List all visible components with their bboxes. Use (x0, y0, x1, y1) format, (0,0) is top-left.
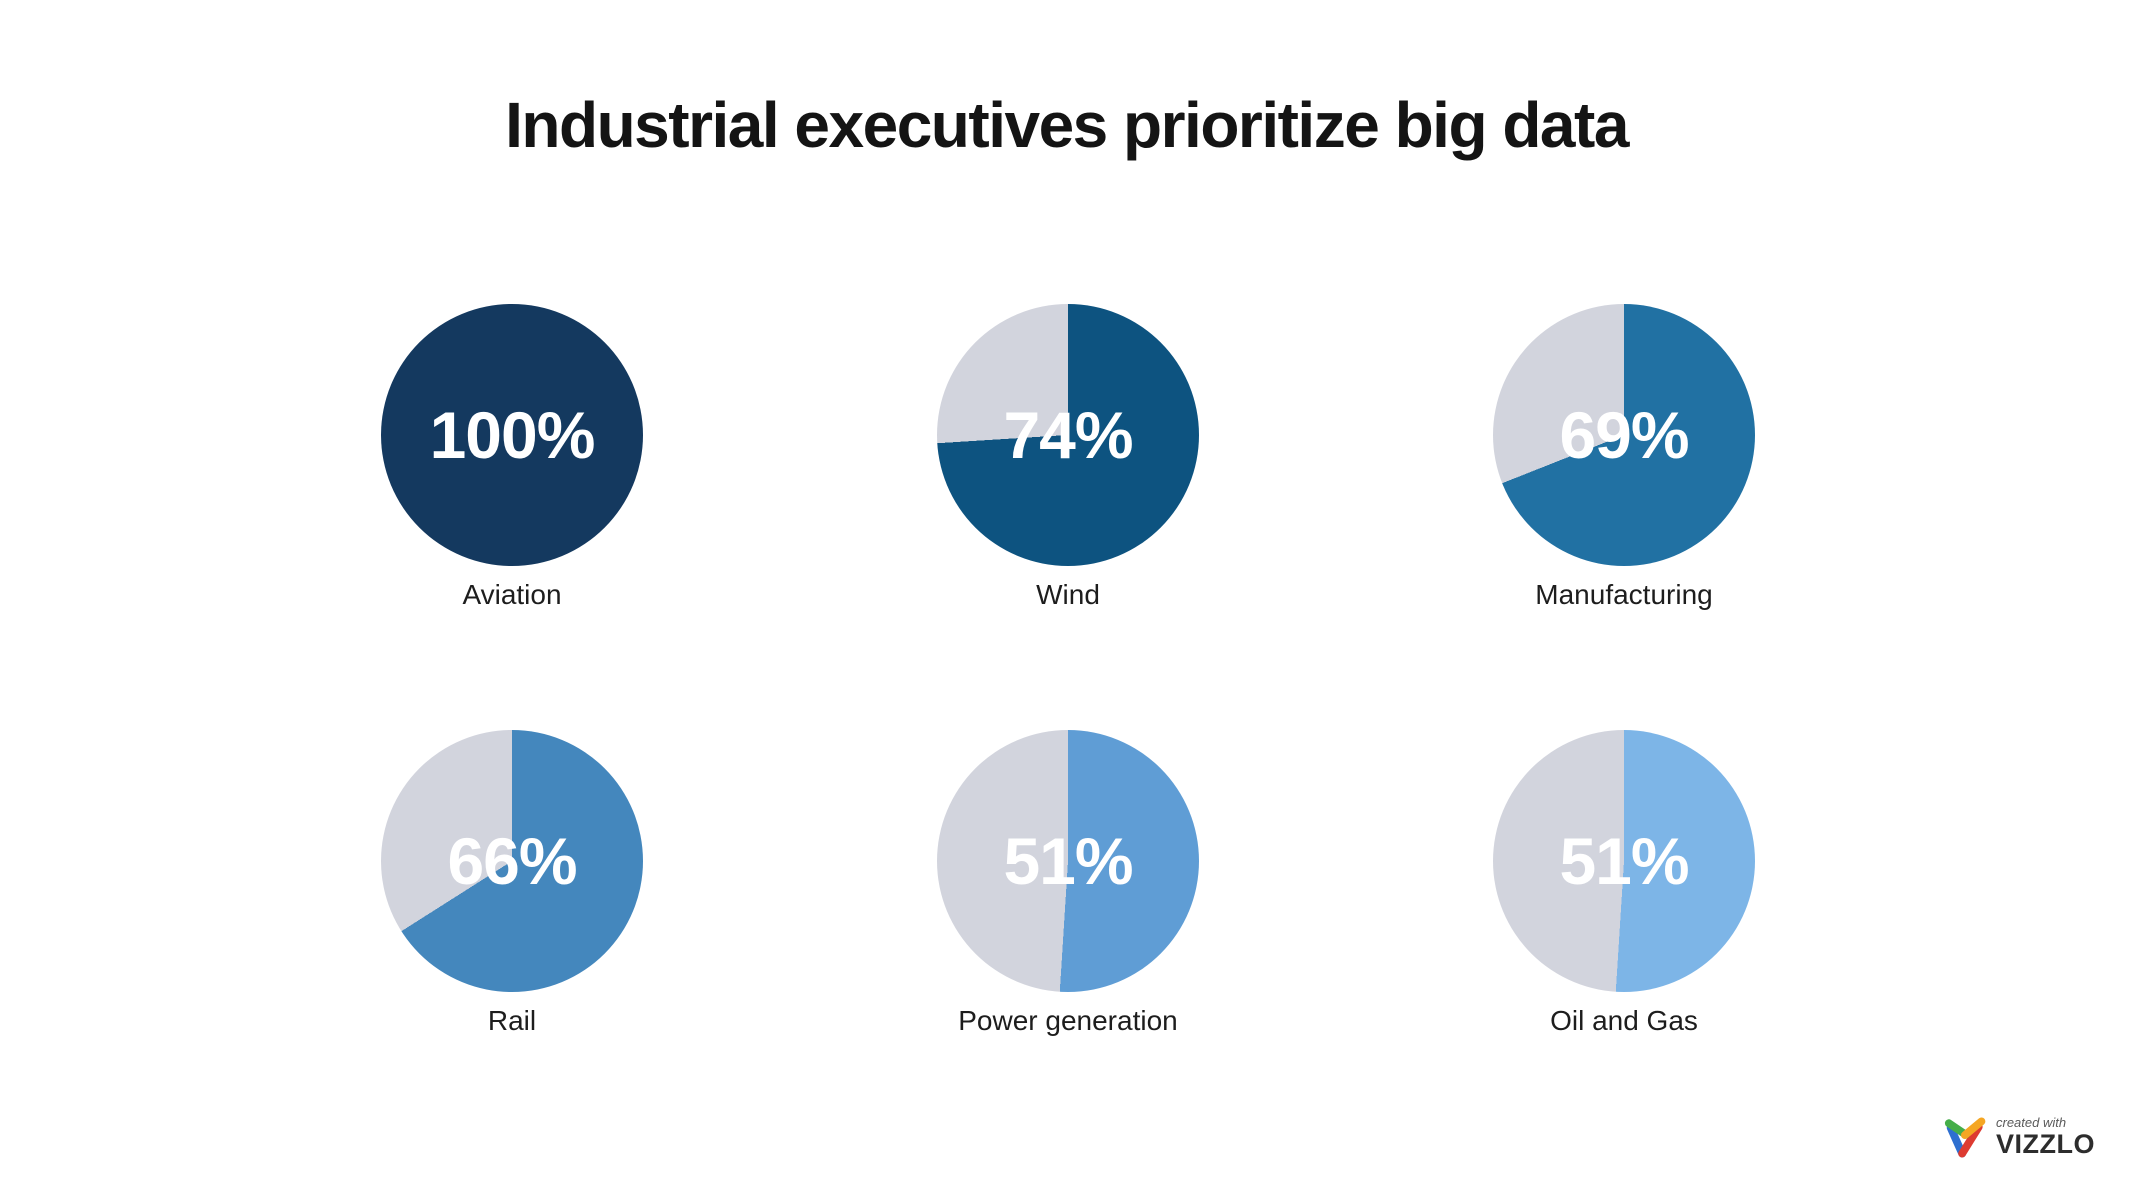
vizzlo-logo-icon (1944, 1117, 1986, 1158)
pie-cell-power-generation: 51% Power generation (858, 730, 1278, 1036)
chart-title: Industrial executives prioritize big dat… (505, 89, 1629, 161)
pie-category-label: Wind (1036, 579, 1100, 610)
pie-value-label: 74% (1003, 398, 1133, 472)
pie-aviation: 100% (381, 304, 643, 566)
pie-category-label: Manufacturing (1535, 579, 1713, 610)
pie-value-label: 51% (1003, 824, 1133, 898)
pie-category-label: Oil and Gas (1550, 1005, 1698, 1036)
pie-category-label: Power generation (958, 1005, 1178, 1036)
pie-value-label: 69% (1559, 398, 1689, 472)
pie-rail: 66% (381, 730, 643, 992)
pie-power-generation: 51% (937, 730, 1199, 992)
created-with-label: created with (1996, 1115, 2067, 1130)
pie-cell-rail: 66% Rail (302, 730, 722, 1036)
pie-manufacturing: 69% (1493, 304, 1755, 566)
pie-wind: 74% (937, 304, 1199, 566)
pie-category-label: Rail (487, 1005, 537, 1036)
vizzlo-brand-label: VIZZLO (1996, 1129, 2095, 1159)
pie-cell-manufacturing: 69% Manufacturing (1414, 304, 1834, 610)
pie-cell-oil-and-gas: 51% Oil and Gas (1414, 730, 1834, 1036)
pie-cell-wind: 74% Wind (858, 304, 1278, 610)
pie-category-label: Aviation (462, 579, 562, 610)
pie-cell-aviation: 100% Aviation (302, 304, 722, 610)
pie-value-label: 51% (1559, 824, 1689, 898)
pie-value-label: 100% (429, 398, 596, 472)
pie-value-label: 66% (447, 824, 577, 898)
vizzlo-badge-text: created with VIZZLO (1996, 1115, 2095, 1159)
vizzlo-badge: created with VIZZLO (1941, 1114, 2095, 1160)
pie-oil-and-gas: 51% (1493, 730, 1755, 992)
